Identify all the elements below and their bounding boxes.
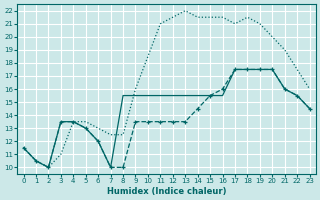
X-axis label: Humidex (Indice chaleur): Humidex (Indice chaleur) (107, 187, 226, 196)
